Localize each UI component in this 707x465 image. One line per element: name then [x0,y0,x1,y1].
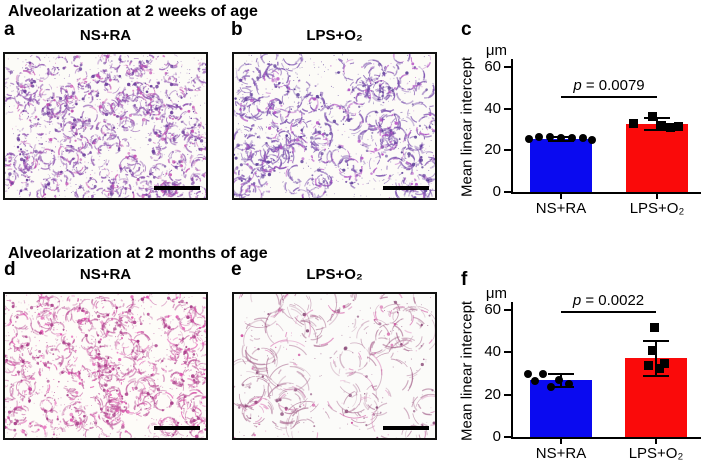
x-axis-line [511,192,701,194]
micrograph-panel-e [232,292,437,440]
data-point [525,135,533,144]
data-point [547,382,555,391]
panel-letter-e: e [231,259,242,280]
data-point [628,119,638,129]
error-bar-cap-top [643,340,669,343]
y-tick-mark [504,351,511,354]
y-axis-label: Mean linear intercept [458,56,476,197]
data-point [579,134,587,143]
error-bar-whisker [655,341,657,377]
error-bar-cap-bottom [548,385,574,388]
y-tick-label: 40 [484,343,501,361]
scale-bar [154,426,200,430]
data-point [565,379,573,388]
y-tick-mark [504,66,511,68]
group-label-lps-o2: LPS+O₂ [306,27,363,44]
significance-line [561,96,657,98]
x-category-label: LPS+O₂ [629,200,685,217]
data-point [654,364,664,374]
data-point [647,112,657,122]
micrograph-image-b [234,54,435,198]
x-category-label: NS+RA [535,200,587,217]
y-tick-mark [504,149,511,152]
error-bar-cap-top [644,116,670,119]
data-point [524,369,532,378]
x-tick-mark [560,439,562,444]
error-bar-cap-bottom [643,375,669,378]
data-point [539,370,547,379]
p-value-label: p = 0.0022 [549,292,669,309]
panel-letter-b: b [231,19,243,40]
panel-letter-d: d [4,259,16,280]
data-point [665,122,675,132]
y-tick-mark [504,436,511,438]
x-tick-mark [655,439,657,444]
y-tick-mark [504,191,511,193]
micrograph-panel-b [232,52,437,200]
p-value-text: = 0.0079 [581,77,645,94]
y-axis-label: Mean linear intercept [458,300,476,441]
data-point [647,345,657,355]
data-point [659,358,669,368]
bar-ns-ra [530,138,592,192]
data-point [588,136,596,145]
x-tick-mark [560,194,562,199]
significance-line [561,311,656,313]
data-point [546,133,554,141]
data-point [555,376,563,385]
p-value-text: = 0.0022 [581,292,645,309]
p-value-label: p = 0.0079 [549,77,669,94]
panel-letter-a: a [4,19,15,40]
data-point [535,133,543,142]
chart-panel-f: f Mean linear intercept μm 0 20 40 60 NS+RA LPS+… [455,262,707,465]
y-tick-label: 0 [492,183,501,200]
error-bar-cap-top [548,372,574,375]
micrograph-panel-a [3,52,208,200]
y-axis-line [511,59,513,194]
micrograph-panel-d [3,292,208,440]
section-title-2-weeks: Alveolarization at 2 weeks of age [8,3,258,20]
panel-letter: c [461,19,472,40]
x-axis-line [511,437,701,439]
x-tick-mark [656,194,658,199]
bar-ns-ra [530,379,592,437]
group-label-ns-ra-2months: NS+RA [79,266,132,283]
section-title-2-months: Alveolarization at 2 months of age [8,245,268,262]
x-category-label: NS+RA [535,445,587,462]
y-tick-mark [504,309,511,311]
y-tick-label: 20 [484,141,501,159]
data-point [531,376,539,385]
y-tick-label: 60 [484,58,501,75]
data-point [656,121,666,131]
scale-bar [154,186,200,190]
micrograph-image-e [234,294,435,438]
chart-panel-c: c Mean linear intercept μm 0 20 40 60 NS+RA LPS+… [455,18,707,248]
micrograph-image-a [5,54,206,198]
y-axis-unit: μm [485,42,507,59]
group-label-lps-o2-2months: LPS+O₂ [306,266,363,283]
y-tick-label: 20 [484,385,501,403]
data-point [673,122,683,132]
y-tick-label: 60 [484,301,501,318]
y-axis-line [511,302,513,439]
scale-bar [383,426,429,430]
p-symbol: p [572,292,582,309]
data-point [649,323,659,333]
data-point [557,133,565,142]
micrograph-image-d [5,294,206,438]
y-axis-unit: μm [485,285,507,302]
y-tick-mark [504,107,511,110]
data-point [643,360,653,370]
p-symbol: p [573,77,582,94]
panel-letter: f [461,269,468,290]
x-category-label: LPS+O₂ [628,445,684,462]
scale-bar [383,186,429,190]
group-label-ns-ra: NS+RA [79,27,132,44]
y-tick-label: 0 [492,428,501,445]
y-tick-label: 40 [484,99,501,117]
y-tick-mark [504,393,511,396]
data-point [568,133,576,142]
bar-lps-o2 [626,124,688,192]
